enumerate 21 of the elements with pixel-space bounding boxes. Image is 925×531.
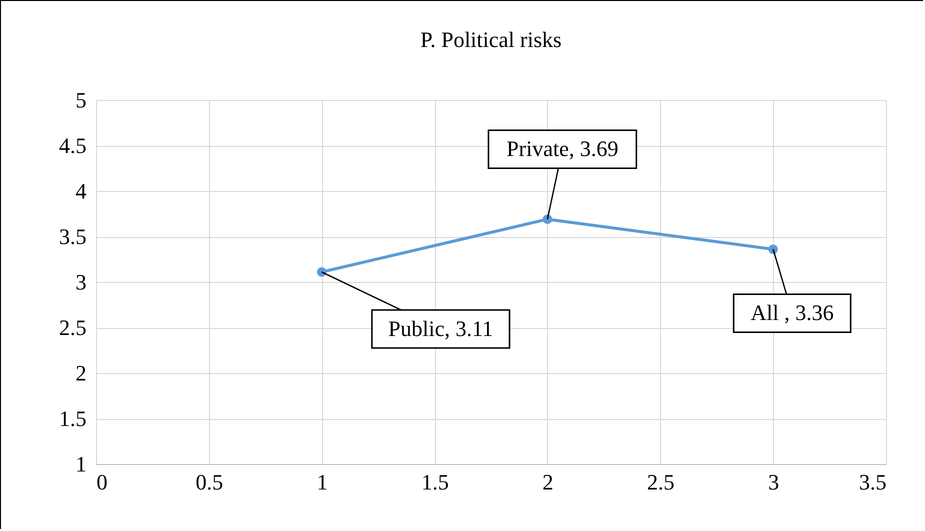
y-tick-label: 2 bbox=[76, 360, 86, 386]
x-tick-label: 1.5 bbox=[421, 470, 449, 494]
y-tick-label: 2.5 bbox=[59, 315, 86, 340]
y-tick-label: 4 bbox=[76, 178, 86, 204]
x-tick-label: 0.5 bbox=[196, 470, 224, 494]
x-tick-label: 2 bbox=[542, 470, 554, 494]
y-tick-label: 3 bbox=[76, 270, 86, 294]
x-tick-label: 0 bbox=[96, 470, 108, 494]
y-tick-label: 1.5 bbox=[59, 406, 86, 431]
x-tick-label: 3 bbox=[768, 470, 780, 494]
x-tick-label: 2.5 bbox=[647, 470, 675, 494]
annotation: All , 3.36 bbox=[750, 300, 834, 326]
annotation: Public, 3.11 bbox=[388, 316, 494, 341]
y-tick-label: 5 bbox=[76, 88, 86, 112]
y-tick-label: 3.5 bbox=[59, 224, 86, 249]
x-tick-label: 1 bbox=[316, 470, 328, 494]
x-tick-label: 3.5 bbox=[859, 470, 886, 494]
annotation: Private, 3.69 bbox=[506, 136, 618, 162]
chart-title: P. Political risks bbox=[420, 27, 562, 52]
y-tick-label: 1 bbox=[76, 452, 86, 476]
y-tick-label: 4.5 bbox=[59, 133, 86, 158]
